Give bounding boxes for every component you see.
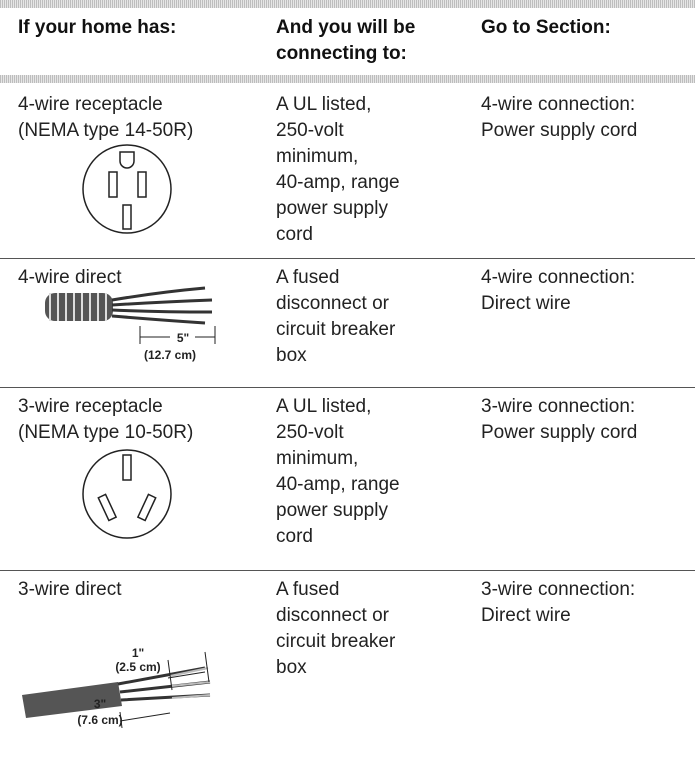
cell-text: (NEMA type 10-50R) — [18, 422, 194, 443]
table-cell: 3-wire connection: Direct wire — [481, 577, 635, 629]
receptacle-4-wire — [82, 144, 172, 234]
cell-text: And you will be — [276, 17, 416, 38]
cell-text: minimum, — [276, 448, 359, 469]
cell-text: disconnect or — [276, 605, 390, 626]
cell-text: power supply — [276, 500, 388, 521]
table-cell: If your home has: — [18, 15, 176, 41]
header-band — [0, 0, 695, 8]
cell-text: disconnect or — [276, 293, 390, 314]
cell-text: 4-wire direct — [18, 267, 122, 288]
cell-text: (NEMA type 14-50R) — [18, 120, 194, 141]
figure-label: (12.7 cm) — [144, 348, 196, 362]
cell-text: 4-wire connection: — [481, 267, 636, 288]
cell-text: A fused — [276, 579, 340, 600]
cell-text: 40-amp, range — [276, 474, 400, 495]
cell-text: circuit breaker — [276, 631, 396, 652]
table-cell: Go to Section: — [481, 15, 611, 41]
cell-text: 3-wire connection: — [481, 579, 636, 600]
table-cell: A UL listed, 250-volt minimum, 40-amp, rang… — [276, 92, 400, 248]
table-cell: 4-wire receptacle (NEMA type 14-50R) — [18, 92, 193, 144]
cell-text: Power supply cord — [481, 422, 638, 443]
cell-text: 3-wire connection: — [481, 396, 636, 417]
cell-text: circuit breaker — [276, 319, 396, 340]
receptacle-3-wire — [82, 449, 172, 539]
cell-text: box — [276, 657, 307, 678]
table-cell: 4-wire connection: Direct wire — [481, 265, 635, 317]
figure-label: 3" — [94, 697, 106, 711]
cell-text: Power supply cord — [481, 120, 638, 141]
cell-text: Direct wire — [481, 293, 571, 314]
cell-text: A fused — [276, 267, 340, 288]
figure-label: (2.5 cm) — [115, 660, 160, 674]
cell-text: 4-wire receptacle — [18, 94, 163, 115]
table-cell: 4-wire connection: Power supply cord — [481, 92, 637, 144]
wire-4-direct: 5" (12.7 cm) — [45, 286, 216, 362]
row-rule — [0, 570, 695, 571]
table-cell: A fused disconnect or circuit breaker box — [276, 265, 395, 369]
header-band — [0, 75, 695, 83]
cell-text: 40-amp, range — [276, 172, 400, 193]
cell-text: cord — [276, 526, 313, 547]
table-cell: 3-wire direct — [18, 577, 121, 603]
cell-text: If your home has: — [18, 17, 177, 38]
table-cell: And you will be connecting to: — [276, 15, 415, 67]
figure-label: 5" — [177, 331, 189, 345]
cell-text: Direct wire — [481, 605, 571, 626]
table-cell: A fused disconnect or circuit breaker box — [276, 577, 395, 681]
cell-text: 4-wire connection: — [481, 94, 636, 115]
cell-text: power supply — [276, 198, 388, 219]
cell-text: 3-wire direct — [18, 579, 122, 600]
figure-label: 1" — [132, 646, 144, 660]
wire-3-direct: 1" (2.5 cm) 3" (7.6 cm) — [22, 646, 211, 729]
table-cell: 3-wire receptacle (NEMA type 10-50R) — [18, 394, 193, 446]
table-cell: A UL listed, 250-volt minimum, 40-amp, rang… — [276, 394, 400, 550]
table-cell: 4-wire direct — [18, 265, 121, 291]
cell-text: cord — [276, 224, 313, 245]
cell-text: Go to Section: — [481, 17, 611, 38]
row-rule — [0, 387, 695, 388]
cell-text: connecting to: — [276, 43, 407, 64]
row-rule — [0, 258, 695, 259]
cell-text: 250-volt — [276, 422, 344, 443]
cell-text: A UL listed, — [276, 94, 372, 115]
cell-text: 250-volt — [276, 120, 344, 141]
cell-text: box — [276, 345, 307, 366]
cell-text: minimum, — [276, 146, 359, 167]
cell-text: A UL listed, — [276, 396, 372, 417]
figure-label: (7.6 cm) — [77, 713, 122, 727]
table-cell: 3-wire connection: Power supply cord — [481, 394, 637, 446]
cell-text: 3-wire receptacle — [18, 396, 163, 417]
